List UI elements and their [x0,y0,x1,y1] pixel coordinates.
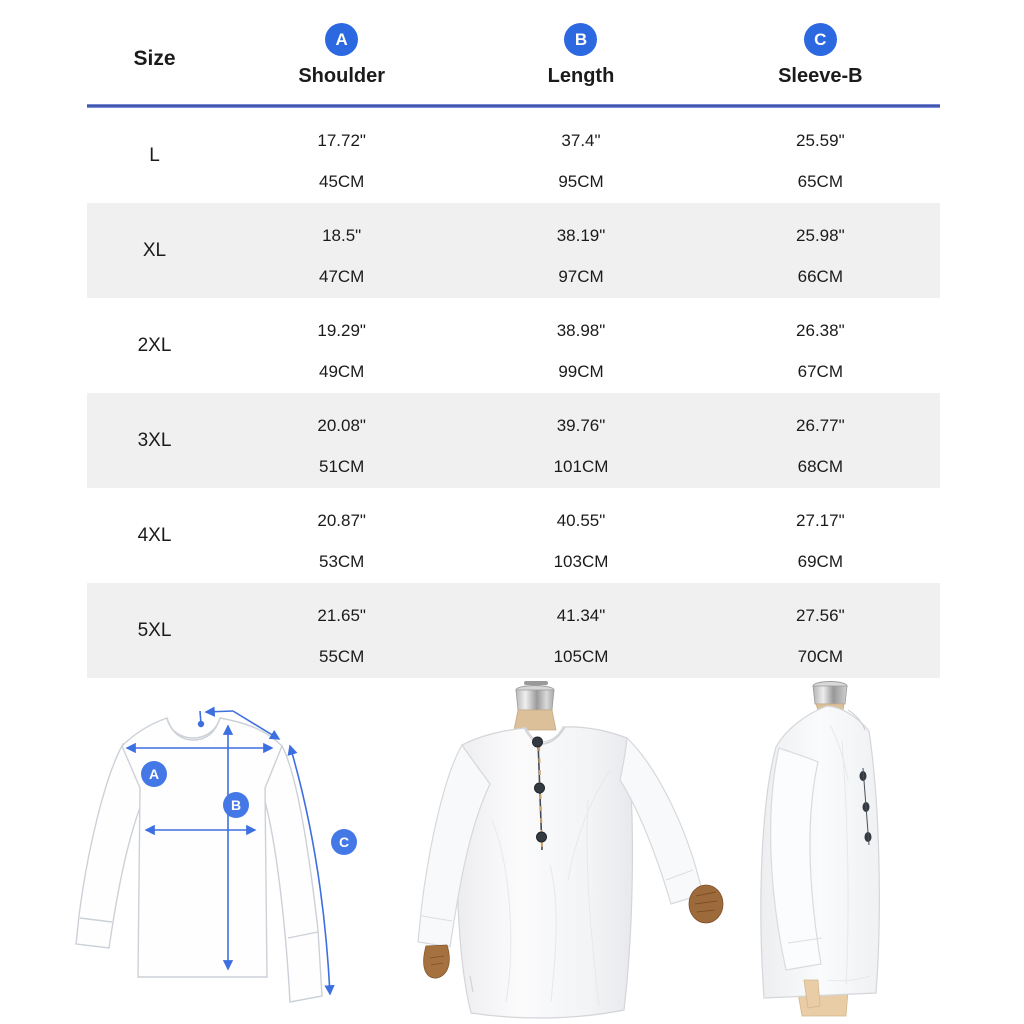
size-label: 5XL [137,619,172,641]
shirt-front [417,726,704,1019]
measurement-arrows [125,706,335,996]
value-cm: 68CM [797,457,843,476]
value-cm: 69CM [797,552,843,571]
value-cm: 51CM [318,457,365,476]
value-inches: 18.5" [322,226,362,245]
length-cell: 37.4" 95CM [461,108,700,203]
value-cm: 67CM [797,362,843,381]
size-column-header: Size [133,47,176,70]
value-cm: 49CM [318,362,365,381]
column-label: Sleeve-B [778,65,863,87]
value-cm: 70CM [797,647,843,666]
length-cell: 41.34" 105CM [461,583,700,678]
measure-b-letter: B [231,797,241,813]
value-inches: 21.65" [317,606,366,625]
sleeve-cell: 27.17" 69CM [701,488,940,583]
value-inches: 26.38" [796,321,845,340]
mannequin-hands [423,884,724,979]
measure-a-badge-icon: A [325,23,359,56]
column-header-shoulder: A Shoulder [222,0,461,104]
value-inches: 27.17" [796,511,845,530]
table-row-5xl: 5XL 21.65" 55CM 41.34" 105CM 27.56" 70CM [87,583,940,678]
shirt-outline [75,717,323,1003]
table-row-l: L 17.72" 45CM 37.4" 95CM 25.59" 65CM [87,108,940,203]
value-cm: 65CM [797,172,843,191]
value-inches: 37.4" [561,131,601,150]
front-view-photo [400,680,730,1024]
value-inches: 40.55" [556,511,606,530]
value-cm: 99CM [558,362,604,381]
value-inches: 38.98" [556,321,606,340]
diagram-badges: A B C [141,761,357,855]
value-inches: 27.56" [796,606,845,625]
length-cell: 38.19" 97CM [461,203,700,298]
value-cm: 55CM [318,647,365,666]
mannequin-front [513,681,557,731]
value-cm: 53CM [318,552,365,571]
size-label: 3XL [137,429,172,451]
table-header: Size A Shoulder B Length C Sleeve-B [87,0,940,104]
measure-c-circle-icon [331,829,357,855]
value-inches: 26.77" [796,416,845,435]
value-cm: 105CM [553,647,609,666]
value-cm: 66CM [797,267,843,286]
measure-a-circle-icon [141,761,167,787]
column-header-length: B Length [461,0,700,104]
column-label: Length [547,65,615,87]
size-chart-table: Size A Shoulder B Length C Sleeve-B L 17… [87,0,940,678]
value-inches: 39.76" [556,416,606,435]
value-cm: 95CM [558,172,604,191]
value-inches: 25.98" [796,226,845,245]
length-cell: 39.76" 101CM [461,393,700,488]
value-inches: 20.08" [317,416,366,435]
measure-b-badge-icon: B [564,23,598,56]
column-header-sleeve: C Sleeve-B [701,0,940,104]
length-cell: 38.98" 99CM [461,298,700,393]
size-label: XL [142,239,167,261]
value-cm: 47CM [318,267,365,286]
sleeve-cell: 27.56" 70CM [701,583,940,678]
measure-c-badge-icon: C [803,23,837,56]
value-inches: 25.59" [796,131,845,150]
size-label: 2XL [137,334,172,356]
shoulder-cell: 18.5" 47CM [222,203,461,298]
sleeve-cell: 26.77" 68CM [701,393,940,488]
shoulder-cell: 21.65" 55CM [222,583,461,678]
measurement-diagram: A B C [60,680,400,1024]
measure-c-letter: C [339,834,349,850]
value-inches: 19.29" [317,321,366,340]
size-label: L [149,144,160,166]
shoulder-cell: 20.08" 51CM [222,393,461,488]
shoulder-cell: 20.87" 53CM [222,488,461,583]
header-divider [87,104,940,108]
shoulder-cell: 17.72" 45CM [222,108,461,203]
value-cm: 101CM [553,457,609,476]
table-row-3xl: 3XL 20.08" 51CM 39.76" 101CM 26.77" 68CM [87,393,940,488]
sleeve-cell: 25.59" 65CM [701,108,940,203]
side-view-photo [730,680,1024,1024]
value-inches: 17.72" [317,131,366,150]
sleeve-cell: 25.98" 66CM [701,203,940,298]
length-cell: 40.55" 103CM [461,488,700,583]
measure-a-letter: A [149,766,159,782]
table-row-2xl: 2XL 19.29" 49CM 38.98" 99CM 26.38" 67CM [87,298,940,393]
value-cm: 45CM [318,172,365,191]
value-cm: 103CM [553,552,609,571]
shoulder-cell: 19.29" 49CM [222,298,461,393]
column-label: Shoulder [298,65,385,87]
table-row-4xl: 4XL 20.87" 53CM 40.55" 103CM 27.17" 69CM [87,488,940,583]
shirt-side [760,705,880,1009]
value-cm: 97CM [558,267,604,286]
value-inches: 20.87" [317,511,366,530]
value-inches: 41.34" [556,606,606,625]
measure-b-circle-icon [223,792,249,818]
size-label: 4XL [137,524,172,546]
value-inches: 38.19" [556,226,606,245]
figures-section: A B C [0,680,1024,1024]
table-row-xl: XL 18.5" 47CM 38.19" 97CM 25.98" 66CM [87,203,940,298]
sleeve-cell: 26.38" 67CM [701,298,940,393]
